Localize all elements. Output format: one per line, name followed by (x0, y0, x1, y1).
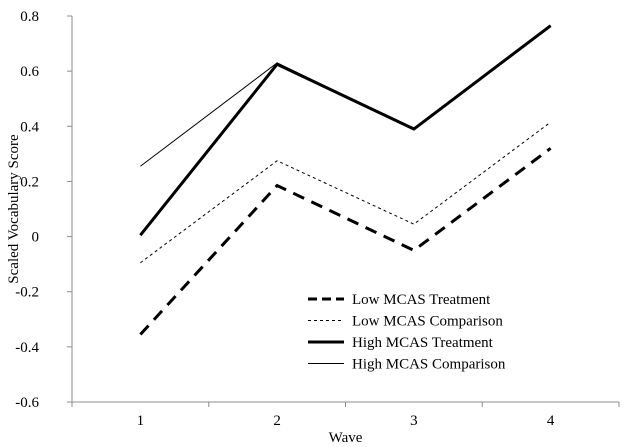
y-tick-label: 0.2 (20, 174, 39, 190)
x-tick-label: 3 (410, 413, 418, 429)
legend-label: Low MCAS Comparison (352, 314, 503, 330)
series-line-low-mcas-treatment (139, 147, 552, 336)
legend-label: Low MCAS Treatment (352, 292, 491, 308)
y-axis-title: Scaled Vocabulary Score (6, 134, 22, 284)
y-tick-label: 0.6 (20, 64, 39, 80)
x-tick-label: 4 (547, 413, 555, 429)
x-tick-label: 1 (137, 413, 145, 429)
y-tick-label: -0.4 (15, 340, 39, 356)
y-tick-label: -0.2 (15, 285, 39, 301)
legend-label: High MCAS Comparison (352, 357, 506, 373)
x-axis-ticks: 1 2 3 4 (71, 402, 620, 429)
y-axis-ticks: -0.6 -0.4 -0.2 0 0.2 0.4 0.6 0.8 (15, 9, 72, 411)
y-tick-label: 0.4 (20, 119, 39, 135)
x-axis-title: Wave (329, 430, 363, 446)
legend: Low MCAS Treatment Low MCAS Comparison Hig… (308, 292, 506, 373)
series-line-low-mcas-comparison (140, 121, 551, 264)
x-tick-label: 2 (273, 413, 281, 429)
y-tick-label: -0.6 (15, 395, 39, 411)
y-tick-label: 0 (32, 230, 40, 246)
series-lines (139, 24, 552, 336)
legend-label: High MCAS Treatment (352, 335, 494, 351)
series-line-high-mcas-treatment (139, 24, 552, 237)
y-tick-label: 0.8 (20, 9, 39, 25)
